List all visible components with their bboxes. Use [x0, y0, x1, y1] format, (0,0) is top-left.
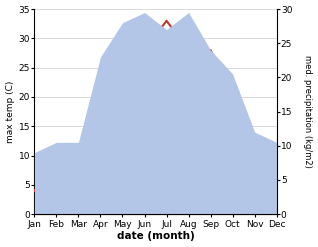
Y-axis label: med. precipitation (kg/m2): med. precipitation (kg/m2) — [303, 55, 313, 168]
X-axis label: date (month): date (month) — [117, 231, 194, 242]
Y-axis label: max temp (C): max temp (C) — [5, 80, 15, 143]
